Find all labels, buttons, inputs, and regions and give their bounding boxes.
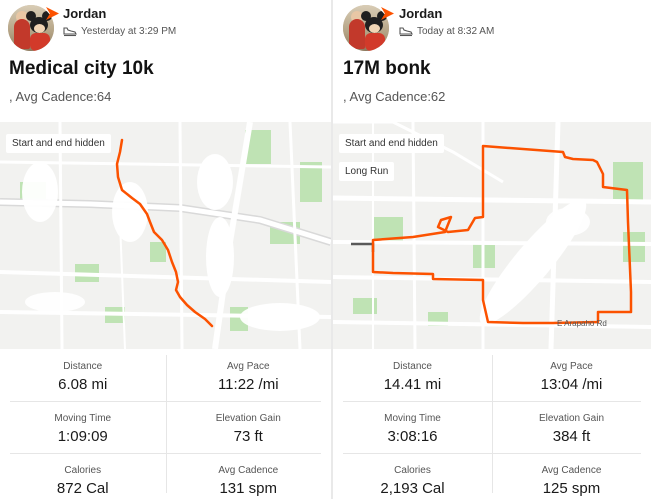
activity-description: , Avg Cadence:62 xyxy=(343,89,446,104)
park-area xyxy=(300,162,322,202)
stat-label: Distance xyxy=(63,361,103,372)
stat-elevation-gain: Elevation Gain 73 ft xyxy=(166,401,332,451)
park-area xyxy=(150,242,166,262)
divider xyxy=(492,355,493,493)
stat-value: 872 Cal xyxy=(56,480,109,497)
stat-avg-cadence: Avg Cadence 125 spm xyxy=(492,453,651,499)
shoe-icon xyxy=(399,27,413,37)
stat-value: 11:22 /mi xyxy=(217,376,279,393)
route-path xyxy=(115,138,214,328)
stat-value: 14.41 mi xyxy=(383,376,442,393)
stat-avg-pace: Avg Pace 11:22 /mi xyxy=(166,349,332,399)
stat-label: Avg Cadence xyxy=(218,465,279,476)
stat-distance: Distance 14.41 mi xyxy=(333,349,492,399)
shoe-icon xyxy=(63,27,77,37)
map-canvas xyxy=(0,122,331,349)
stat-label: Avg Pace xyxy=(226,361,270,372)
stats-grid: Distance 14.41 mi Avg Pace 13:04 /mi Mov… xyxy=(333,349,651,499)
athlete-avatar[interactable] xyxy=(8,5,54,51)
activity-description: , Avg Cadence:64 xyxy=(9,89,112,104)
stat-value: 3:08:16 xyxy=(387,428,438,445)
stat-label: Moving Time xyxy=(384,413,441,424)
stat-distance: Distance 6.08 mi xyxy=(0,349,166,399)
stat-label: Elevation Gain xyxy=(538,413,605,424)
athlete-name[interactable]: Jordan xyxy=(399,6,443,21)
stat-value: 73 ft xyxy=(233,428,263,445)
map-privacy-tag: Start and end hidden xyxy=(6,134,111,153)
stat-value: 384 ft xyxy=(552,428,591,445)
stat-value: 125 spm xyxy=(542,480,601,497)
stat-label: Calories xyxy=(394,465,431,476)
stat-moving-time: Moving Time 3:08:16 xyxy=(333,401,492,451)
stat-calories: Calories 2,193 Cal xyxy=(333,453,492,499)
stat-label: Elevation Gain xyxy=(215,413,281,424)
route-path xyxy=(371,144,633,325)
route-map[interactable]: Start and end hidden Long Run E Arapaho … xyxy=(333,122,651,349)
stat-label: Moving Time xyxy=(54,413,112,424)
athlete-avatar[interactable] xyxy=(343,5,389,51)
activity-title[interactable]: Medical city 10k xyxy=(9,58,154,79)
map-privacy-tag: Start and end hidden xyxy=(339,134,444,153)
park-area xyxy=(353,298,377,314)
stat-calories: Calories 872 Cal xyxy=(0,453,166,499)
activity-card-17m-bonk[interactable]: Jordan Today at 8:32 AM 17M bonk , Avg C… xyxy=(333,0,651,499)
road-label: E Arapaho Rd xyxy=(557,319,607,328)
activity-timestamp: Yesterday at 3:29 PM xyxy=(81,25,177,37)
map-activity-type-tag: Long Run xyxy=(339,162,395,181)
stat-label: Avg Cadence xyxy=(541,465,602,476)
activity-title[interactable]: 17M bonk xyxy=(343,58,431,79)
route-map[interactable]: Start and end hidden xyxy=(0,122,331,349)
stat-avg-cadence: Avg Cadence 131 spm xyxy=(166,453,332,499)
stat-value: 131 spm xyxy=(219,480,278,497)
stat-value: 13:04 /mi xyxy=(540,376,603,393)
activity-meta: Today at 8:32 AM xyxy=(399,25,494,37)
stat-moving-time: Moving Time 1:09:09 xyxy=(0,401,166,451)
stat-value: 1:09:09 xyxy=(57,428,108,445)
stats-grid: Distance 6.08 mi Avg Pace 11:22 /mi Movi… xyxy=(0,349,331,499)
divider xyxy=(10,453,321,454)
divider xyxy=(10,401,321,402)
stat-value: 6.08 mi xyxy=(58,376,108,393)
panel-divider xyxy=(331,0,333,499)
divider xyxy=(343,401,641,402)
divider xyxy=(343,453,641,454)
activity-timestamp: Today at 8:32 AM xyxy=(417,25,495,37)
stat-value: 2,193 Cal xyxy=(380,480,445,497)
stat-avg-pace: Avg Pace 13:04 /mi xyxy=(492,349,651,399)
map-canvas xyxy=(333,122,651,349)
stat-elevation-gain: Elevation Gain 384 ft xyxy=(492,401,651,451)
stat-label: Avg Pace xyxy=(550,361,593,372)
stat-label: Calories xyxy=(64,465,102,476)
athlete-name[interactable]: Jordan xyxy=(63,6,107,21)
activity-card-medical-city[interactable]: Jordan Yesterday at 3:29 PM Medical city… xyxy=(0,0,331,499)
park-area xyxy=(623,232,645,262)
stat-label: Distance xyxy=(393,361,432,372)
divider xyxy=(165,355,167,493)
activity-meta: Yesterday at 3:29 PM xyxy=(63,25,176,37)
